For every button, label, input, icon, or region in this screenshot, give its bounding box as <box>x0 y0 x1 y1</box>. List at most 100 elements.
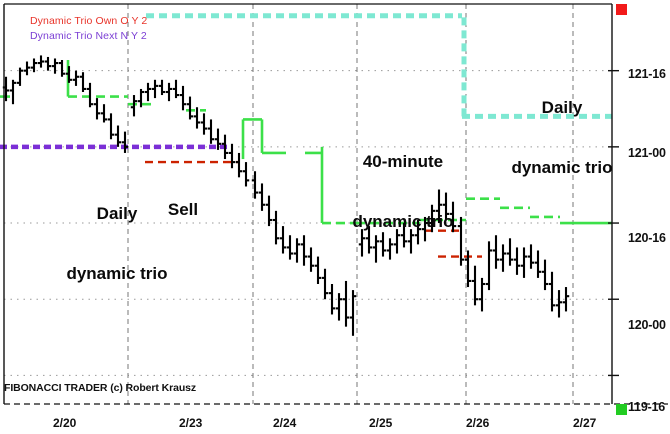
x-axis-label-2: 2/24 <box>273 416 297 430</box>
ohlc-bar <box>407 229 415 254</box>
top-right-marker <box>616 4 627 15</box>
x-axis-label-5: 2/27 <box>573 416 597 430</box>
ohlc-bar <box>365 226 373 254</box>
ohlc-bar <box>379 232 387 257</box>
annotation-line: dynamic trio <box>66 264 168 283</box>
ohlc-bar <box>37 55 45 68</box>
ohlc-bar <box>349 290 357 336</box>
ohlc-bar <box>228 143 236 169</box>
annotation-line: Sell <box>167 200 199 219</box>
ohlc-bar <box>44 56 52 71</box>
ohlc-bar <box>457 216 465 266</box>
ohlc-bar <box>321 268 329 300</box>
ohlc-bar <box>478 277 486 312</box>
ohlc-bar <box>449 201 457 233</box>
ohlc-bar <box>335 293 343 321</box>
ohlc-bar <box>286 235 294 260</box>
ohlc-bar <box>93 98 101 120</box>
annotation-forty-minute-dynamic-trio: 40-minute dynamic trio <box>338 112 468 272</box>
ohlc-bar <box>193 107 201 129</box>
ohlc-bar <box>186 96 194 120</box>
ohlc-bar <box>527 244 535 269</box>
y-axis-label-4: 119-16 <box>628 400 666 414</box>
ohlc-bar <box>179 85 187 111</box>
ohlc-bar <box>421 216 429 242</box>
annotation-daily-dynamic-trio-left: Daily dynamic trio <box>52 164 182 324</box>
annotation-line: dynamic trio <box>511 158 613 177</box>
ohlc-bar <box>435 189 443 224</box>
ohlc-bar <box>137 88 145 108</box>
y-axis-label-3: 120-00 <box>628 318 666 332</box>
ohlc-bar <box>165 82 173 102</box>
ohlc-bar <box>272 210 280 245</box>
x-axis-label-4: 2/26 <box>466 416 490 430</box>
ohlc-bar <box>314 256 322 284</box>
ohlc-bar <box>499 244 507 272</box>
annotation-line: 40-minute <box>362 152 444 171</box>
ohlc-bar <box>548 271 556 312</box>
ohlc-bar <box>358 229 366 257</box>
annotation-sell: Sell <box>158 160 208 260</box>
ohlc-bar <box>121 131 129 153</box>
ohlc-bar <box>58 60 66 77</box>
ohlc-bar <box>242 162 250 187</box>
ohlc-bar <box>100 104 108 123</box>
footer-credit: FIBONACCI TRADER (c) Robert Krausz <box>4 382 197 394</box>
ohlc-bar <box>114 125 122 147</box>
ohlc-bar <box>307 247 315 272</box>
ohlc-bar <box>86 82 94 108</box>
ohlc-bar <box>23 61 31 76</box>
ohlc-bar <box>258 183 266 211</box>
ohlc-bar <box>400 223 408 248</box>
ohlc-bar <box>492 235 500 269</box>
ohlc-bar <box>72 70 80 86</box>
annotation-line: dynamic trio <box>352 212 454 231</box>
ohlc-bar <box>328 284 336 315</box>
ohlc-bar <box>235 152 243 178</box>
annotation-line: Daily <box>541 98 583 117</box>
ohlc-bar <box>279 226 287 254</box>
ohlc-bar <box>293 238 301 263</box>
ohlc-bar <box>534 250 542 278</box>
y-axis-label-1: 121-00 <box>628 146 666 160</box>
x-axis-label-0: 2/20 <box>53 416 77 430</box>
annotation-line: Daily <box>96 204 138 223</box>
ohlc-bar <box>16 67 24 86</box>
ohlc-bar <box>130 95 138 117</box>
ohlc-bar <box>555 290 563 318</box>
ohlc-bar <box>300 235 308 266</box>
ohlc-bar <box>506 238 514 266</box>
ohlc-bar <box>30 58 38 73</box>
ohlc-bar <box>562 287 570 312</box>
ohlc-bar <box>428 204 436 233</box>
y-axis-label-2: 120-16 <box>628 231 666 245</box>
ohlc-bar <box>200 113 208 135</box>
ohlc-bar <box>372 235 380 263</box>
ohlc-bar <box>386 238 394 260</box>
ohlc-bar <box>221 134 229 160</box>
y-axis-label-0: 121-16 <box>628 67 666 81</box>
ohlc-bar <box>485 241 493 291</box>
ohlc-bar <box>442 192 450 220</box>
annotation-daily-dynamic-trio-right: Daily dynamic trio <box>497 58 627 218</box>
ohlc-bar <box>265 195 273 227</box>
ohlc-bar <box>414 220 422 245</box>
ohlc-bar <box>65 66 73 83</box>
ohlc-bar <box>513 247 521 275</box>
ohlc-bar <box>79 72 87 92</box>
ohlc-bar <box>393 229 401 254</box>
ohlc-bar <box>464 250 472 288</box>
ohlc-bar <box>520 247 528 278</box>
legend-item-dynamic-trio-own: Dynamic Trio Own O Y 2 <box>30 15 148 27</box>
ohlc-bar <box>144 82 152 102</box>
legend-item-dynamic-trio-next: Dynamic Trio Next N Y 2 <box>30 30 147 42</box>
ohlc-bar <box>151 79 159 99</box>
ohlc-bar <box>251 171 259 199</box>
ohlc-bar <box>107 113 115 140</box>
ohlc-bar <box>207 119 215 144</box>
ohlc-bar <box>9 79 17 105</box>
ohlc-bar <box>51 58 59 74</box>
bottom-right-marker <box>616 404 627 415</box>
